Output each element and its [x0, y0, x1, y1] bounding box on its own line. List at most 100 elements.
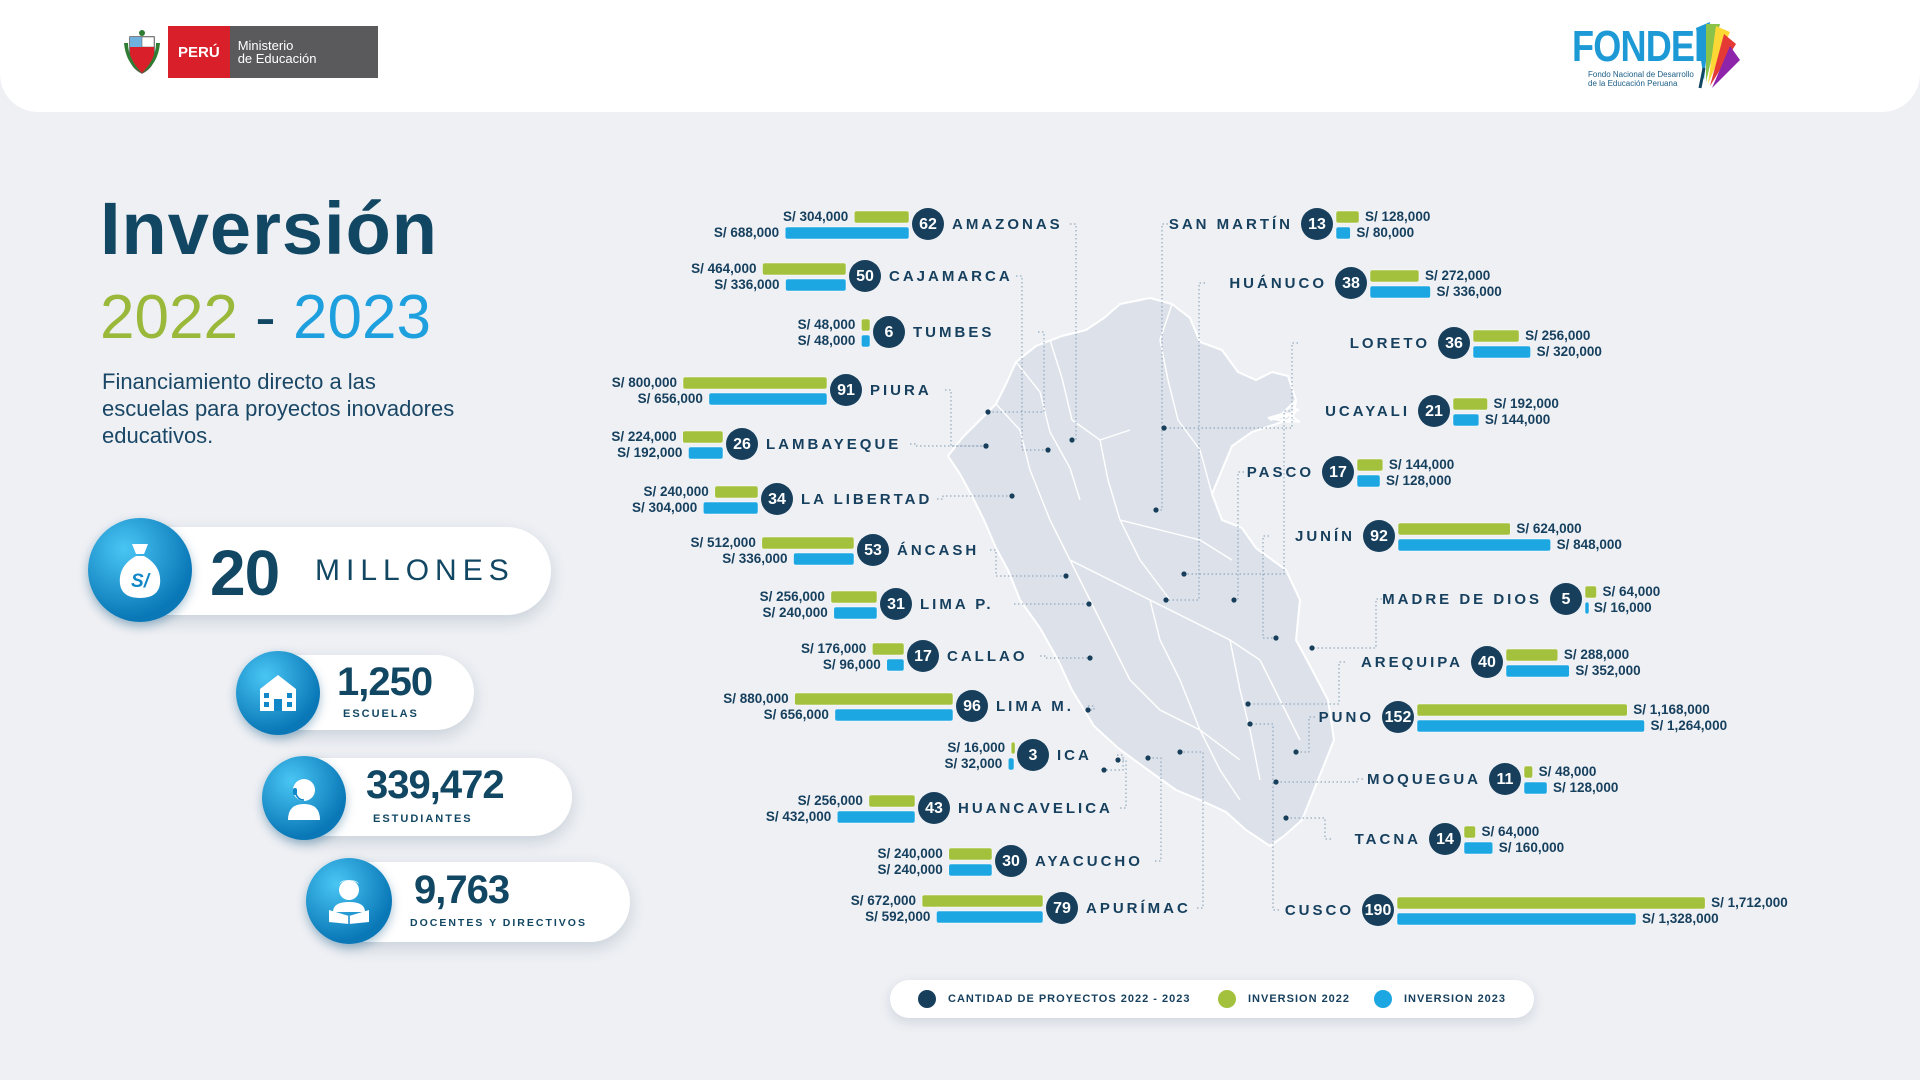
label-2023-lima-m: S/ 656,000 [764, 707, 829, 722]
region-label-tumbes: TUMBES [913, 324, 994, 341]
badge-ucayali-count: 21 [1425, 403, 1443, 420]
year-separator: - [237, 283, 294, 352]
label-2022-callao: S/ 176,000 [801, 641, 866, 656]
label-2022-ica: S/ 16,000 [947, 740, 1005, 755]
peru-map [946, 296, 1336, 848]
bar-2023-ancash [793, 552, 855, 566]
legend-item-2022: INVERSION 2022 [1218, 980, 1350, 1018]
label-2023-pasco: S/ 128,000 [1386, 473, 1451, 488]
region-label-apurimac: APURÍMAC [1086, 900, 1191, 917]
bar-2022-moquegua [1523, 765, 1533, 779]
label-2023-cajamarca: S/ 336,000 [714, 277, 779, 292]
label-2022-la-libertad: S/ 240,000 [643, 484, 708, 499]
label-2022-arequipa: S/ 288,000 [1564, 647, 1629, 662]
label-2022-junin: S/ 624,000 [1516, 521, 1581, 536]
description: Financiamiento directo a las escuelas pa… [102, 369, 455, 448]
peru-label: PERÚ [168, 26, 230, 78]
legend-dot-2023 [1374, 990, 1392, 1008]
fondep-logo[interactable]: FONDEP Fondo Nacional de Desarrollo de l… [1572, 20, 1742, 94]
badge-tumbes-count: 6 [885, 324, 894, 341]
badge-callao-circle [907, 640, 939, 672]
badge-ancash-circle [857, 534, 889, 566]
region-dot [1101, 767, 1107, 773]
region-dot [1283, 815, 1289, 821]
badge-pasco-count: 17 [1329, 464, 1347, 481]
badge-junin-circle [1363, 520, 1395, 552]
bar-2023-cajamarca [785, 278, 847, 292]
label-2023-tacna: S/ 160,000 [1499, 840, 1564, 855]
badge-ica-circle [1017, 739, 1049, 771]
region-label-san-martin: SAN MARTÍN [1169, 216, 1293, 233]
badge-puno-count: 152 [1385, 709, 1412, 726]
year-start: 2022 [100, 283, 238, 352]
label-2023-la-libertad: S/ 304,000 [632, 500, 697, 515]
bar-2022-madre-de-dios [1584, 585, 1597, 599]
bar-2022-huancavelica [868, 794, 916, 808]
fondep-subtitle: Fondo Nacional de Desarrollo de la Educa… [1588, 70, 1694, 88]
bar-2022-ica [1010, 741, 1016, 755]
region-dot [1177, 749, 1183, 755]
legend-item-projects: CANTIDAD DE PROYECTOS 2022 - 2023 [918, 980, 1190, 1018]
bar-2022-san-martin [1335, 210, 1360, 224]
badge-ayacucho-count: 30 [1002, 853, 1020, 870]
label-2023-ayacucho: S/ 240,000 [877, 862, 942, 877]
label-2023-junin: S/ 848,000 [1557, 537, 1622, 552]
region-label-arequipa: AREQUIPA [1361, 654, 1463, 671]
label-2022-loreto: S/ 256,000 [1525, 328, 1590, 343]
region-dot [1181, 571, 1187, 577]
ministry-logo[interactable]: PERÚ Ministerio de Educación [122, 26, 378, 78]
students-label: ESTUDIANTES [373, 813, 473, 825]
badge-la-libertad-count: 34 [768, 491, 786, 508]
bar-2023-lambayeque [688, 446, 724, 460]
bar-2023-pasco [1356, 474, 1381, 488]
bar-2022-huanuco [1369, 269, 1420, 283]
badge-madre-de-dios-circle [1550, 583, 1582, 615]
leader-line [1088, 705, 1095, 711]
bar-2022-junin [1397, 522, 1511, 536]
legend: CANTIDAD DE PROYECTOS 2022 - 2023 INVERS… [890, 980, 1534, 1018]
bar-2023-piura [708, 392, 828, 406]
badge-ica-count: 3 [1029, 747, 1038, 764]
region-dot [1085, 707, 1091, 713]
label-2022-amazonas: S/ 304,000 [783, 209, 848, 224]
year-range: 2022 - 2023 [100, 282, 431, 353]
region-dot [1009, 493, 1015, 499]
ministry-line-1: Ministerio [237, 38, 294, 53]
region-label-ica: ICA [1057, 747, 1092, 764]
bar-2022-cajamarca [762, 262, 847, 276]
badge-huancavelica-circle [918, 792, 950, 824]
label-2022-lambayeque: S/ 224,000 [611, 429, 676, 444]
ministry-line-2: de Educación [237, 51, 317, 66]
label-2023-moquegua: S/ 128,000 [1553, 780, 1618, 795]
region-dot [1293, 749, 1299, 755]
students-value: 339,472 [366, 763, 505, 807]
school-icon [236, 651, 320, 735]
label-2023-lima-p: S/ 240,000 [762, 605, 827, 620]
region-label-ayacucho: AYACUCHO [1035, 853, 1143, 870]
bar-2022-lima-p [830, 590, 878, 604]
badge-huanuco-circle [1335, 267, 1367, 299]
region-label-puno: PUNO [1319, 709, 1374, 726]
badge-loreto-count: 36 [1445, 335, 1463, 352]
label-2023-madre-de-dios: S/ 16,000 [1594, 600, 1652, 615]
badge-ucayali-circle [1418, 395, 1450, 427]
region-label-loreto: LORETO [1350, 335, 1430, 352]
region-dot [1087, 655, 1093, 661]
bar-2023-ica [1007, 757, 1015, 771]
region-dot [983, 443, 989, 449]
badge-lambayeque-count: 26 [733, 436, 751, 453]
label-2022-madre-de-dios: S/ 64,000 [1603, 584, 1661, 599]
bar-2023-huanuco [1369, 285, 1431, 299]
leader-line [1248, 661, 1345, 705]
label-2022-cajamarca: S/ 464,000 [691, 261, 756, 276]
year-end: 2023 [293, 283, 431, 352]
badge-amazonas-circle [912, 208, 944, 240]
label-2022-huancavelica: S/ 256,000 [798, 793, 863, 808]
badge-lima-m-count: 96 [963, 698, 981, 715]
leader-line [1118, 759, 1127, 809]
label-2022-pasco: S/ 144,000 [1389, 457, 1454, 472]
label-2023-ucayali: S/ 144,000 [1485, 412, 1550, 427]
fondep-wordmark: FONDEP [1572, 22, 1718, 71]
label-2023-huanuco: S/ 336,000 [1436, 284, 1501, 299]
region-label-ancash: ÁNCASH [897, 542, 979, 559]
